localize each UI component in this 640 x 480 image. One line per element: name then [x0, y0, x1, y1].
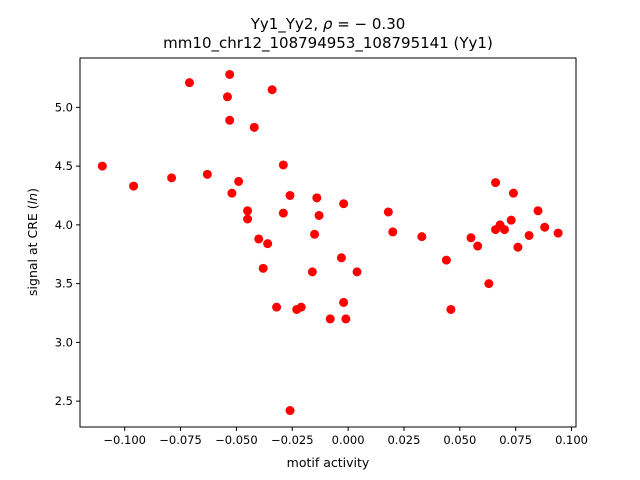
data-point — [184, 78, 194, 88]
x-tick-label: −0.025 — [271, 433, 314, 447]
data-point — [285, 190, 295, 200]
plot-area-frame — [79, 57, 577, 428]
data-point — [202, 169, 212, 179]
y-tick-label: 4.0 — [55, 218, 73, 232]
data-points — [97, 69, 563, 416]
data-point — [500, 225, 509, 235]
data-point — [243, 206, 253, 216]
chart-title-line2: mm10_chr12_108794953_108795141 (Yy1) — [163, 34, 493, 53]
y-axis-label-prefix: signal at CRE ( — [25, 204, 40, 296]
data-point — [383, 207, 393, 217]
data-point — [258, 263, 268, 273]
data-point — [272, 302, 282, 312]
x-tick-label: 0.050 — [443, 433, 476, 447]
data-point — [336, 253, 346, 263]
data-point — [466, 233, 476, 243]
data-point — [234, 176, 244, 186]
data-point — [97, 161, 107, 171]
x-tick-label: 0.100 — [555, 433, 588, 447]
data-point — [540, 222, 550, 232]
chart-title-prefix: Yy1_Yy2, — [250, 15, 323, 34]
y-axis-label-italic: ln — [25, 193, 40, 204]
data-point — [312, 193, 322, 203]
data-point — [267, 85, 277, 95]
y-axis-ticks: 2.5 3.0 3.5 4.0 4.5 5.0 — [55, 100, 80, 408]
data-point — [278, 208, 288, 218]
x-tick-label: 0.075 — [499, 433, 532, 447]
x-tick-label: −0.100 — [103, 433, 146, 447]
data-point — [167, 173, 177, 183]
data-point — [508, 188, 518, 198]
data-point — [441, 255, 451, 265]
x-axis-label: motif activity — [287, 455, 370, 470]
data-point — [388, 227, 398, 237]
data-point — [263, 239, 273, 249]
data-point — [533, 206, 543, 216]
data-point — [417, 232, 427, 242]
data-point — [491, 178, 501, 188]
data-point — [473, 241, 483, 251]
x-tick-label: −0.050 — [215, 433, 258, 447]
data-point — [285, 406, 295, 416]
data-point — [325, 314, 335, 324]
chart-title-rho: ρ — [323, 15, 333, 33]
y-axis-label: signal at CRE (ln) — [25, 188, 40, 296]
data-point — [225, 69, 235, 79]
data-point — [352, 267, 362, 277]
data-point — [307, 267, 317, 277]
data-point — [484, 279, 494, 289]
data-point — [341, 314, 351, 324]
x-tick-label: 0.000 — [332, 433, 365, 447]
y-tick-label: 2.5 — [55, 394, 73, 408]
data-point — [222, 92, 232, 102]
data-point — [227, 188, 237, 198]
data-point — [310, 229, 320, 239]
data-point — [129, 181, 139, 191]
x-axis-ticks: −0.100 −0.075 −0.050 −0.025 0.000 0.025 0.050 0… — [103, 427, 588, 447]
y-axis-label-suffix: ) — [25, 188, 40, 193]
data-point — [278, 160, 288, 170]
data-point — [243, 214, 253, 224]
x-tick-label: 0.025 — [387, 433, 420, 447]
y-tick-label: 5.0 — [55, 100, 73, 114]
y-tick-label: 3.0 — [55, 335, 73, 349]
y-tick-label: 4.5 — [55, 159, 73, 173]
data-point — [254, 234, 264, 244]
data-point — [513, 242, 523, 252]
data-point — [249, 122, 259, 132]
data-point — [446, 304, 456, 314]
data-point — [296, 302, 306, 312]
chart-title-line1: Yy1_Yy2, ρ = − 0.30 — [250, 15, 406, 34]
data-point — [339, 199, 349, 209]
data-point — [339, 297, 349, 307]
data-point — [225, 115, 235, 125]
data-point — [314, 210, 324, 220]
x-tick-label: −0.075 — [159, 433, 202, 447]
data-point — [553, 228, 563, 238]
data-point — [524, 230, 534, 240]
chart-title-rho-value: = − 0.30 — [332, 15, 405, 33]
data-point — [506, 215, 516, 225]
y-tick-label: 3.5 — [55, 277, 73, 291]
